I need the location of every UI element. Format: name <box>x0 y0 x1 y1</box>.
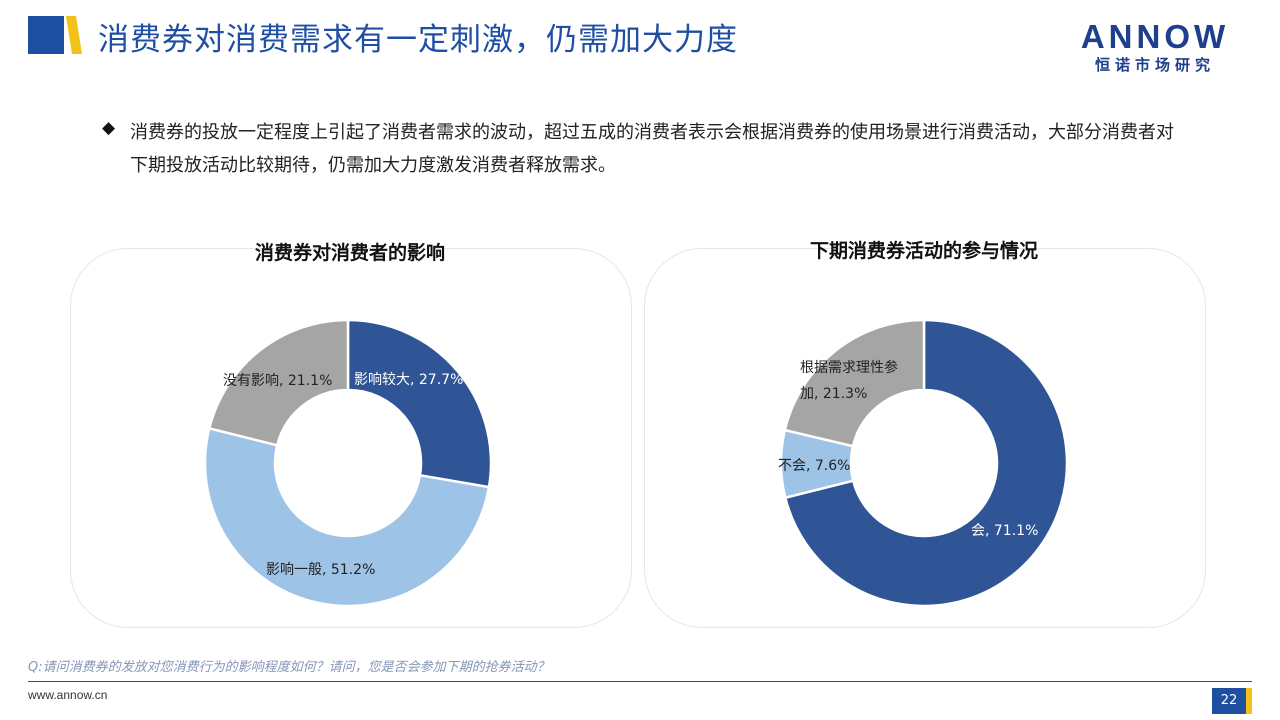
donut-slice-3 <box>207 318 350 447</box>
donut-slice-1 <box>346 318 493 489</box>
chart-title-left: 消费券对消费者的影响 <box>254 242 445 264</box>
footer-divider <box>28 681 1252 682</box>
diamond-bullet-icon: ◆ <box>102 118 116 138</box>
website-link[interactable]: www.annow.cn <box>28 688 108 702</box>
summary-text: 消费券的投放一定程度上引起了消费者需求的波动，超过五成的消费者表示会根据消费券的… <box>130 122 1174 176</box>
slice-data-label-3: 没有影响, 21.1% <box>223 373 332 389</box>
slice-data-label-2: 不会, 7.6% <box>778 458 850 474</box>
survey-question: Q:请问消费券的发放对您消费行为的影响程度如何？请问，您是否会参加下期的抢券活动… <box>28 660 550 675</box>
donut-slice-3 <box>783 318 926 448</box>
donut-slice-1 <box>783 318 1069 608</box>
brand-chinese-name: 恒诺市场研究 <box>1094 56 1215 74</box>
page-title: 消费券对消费需求有一定刺激，仍需加大力度 <box>98 22 738 58</box>
donut-chart-participation: 会, 71.1% 不会, 7.6% 根据需求理性参加, 21.3% <box>778 318 1069 608</box>
page-number: 22 <box>1212 688 1246 714</box>
slice-data-label-3: 根据需求理性参加, 21.3% <box>800 359 898 402</box>
annow-logo-mark-icon <box>28 16 82 54</box>
brand-logo: ANNOW 恒诺市场研究 <box>1070 18 1240 78</box>
donut-slice-2 <box>203 426 491 608</box>
brand-name: ANNOW <box>1080 18 1230 55</box>
slice-data-label-1: 会, 71.1% <box>971 523 1038 539</box>
page-number-accent <box>1246 688 1252 714</box>
slice-data-label-1: 影响较大, 27.7% <box>354 372 463 388</box>
donut-chart-impact: 影响较大, 27.7% 影响一般, 51.2% 没有影响, 21.1% <box>203 318 493 608</box>
slice-data-label-2: 影响一般, 51.2% <box>266 562 375 578</box>
chart-title-right: 下期消费券活动的参与情况 <box>809 240 1038 262</box>
